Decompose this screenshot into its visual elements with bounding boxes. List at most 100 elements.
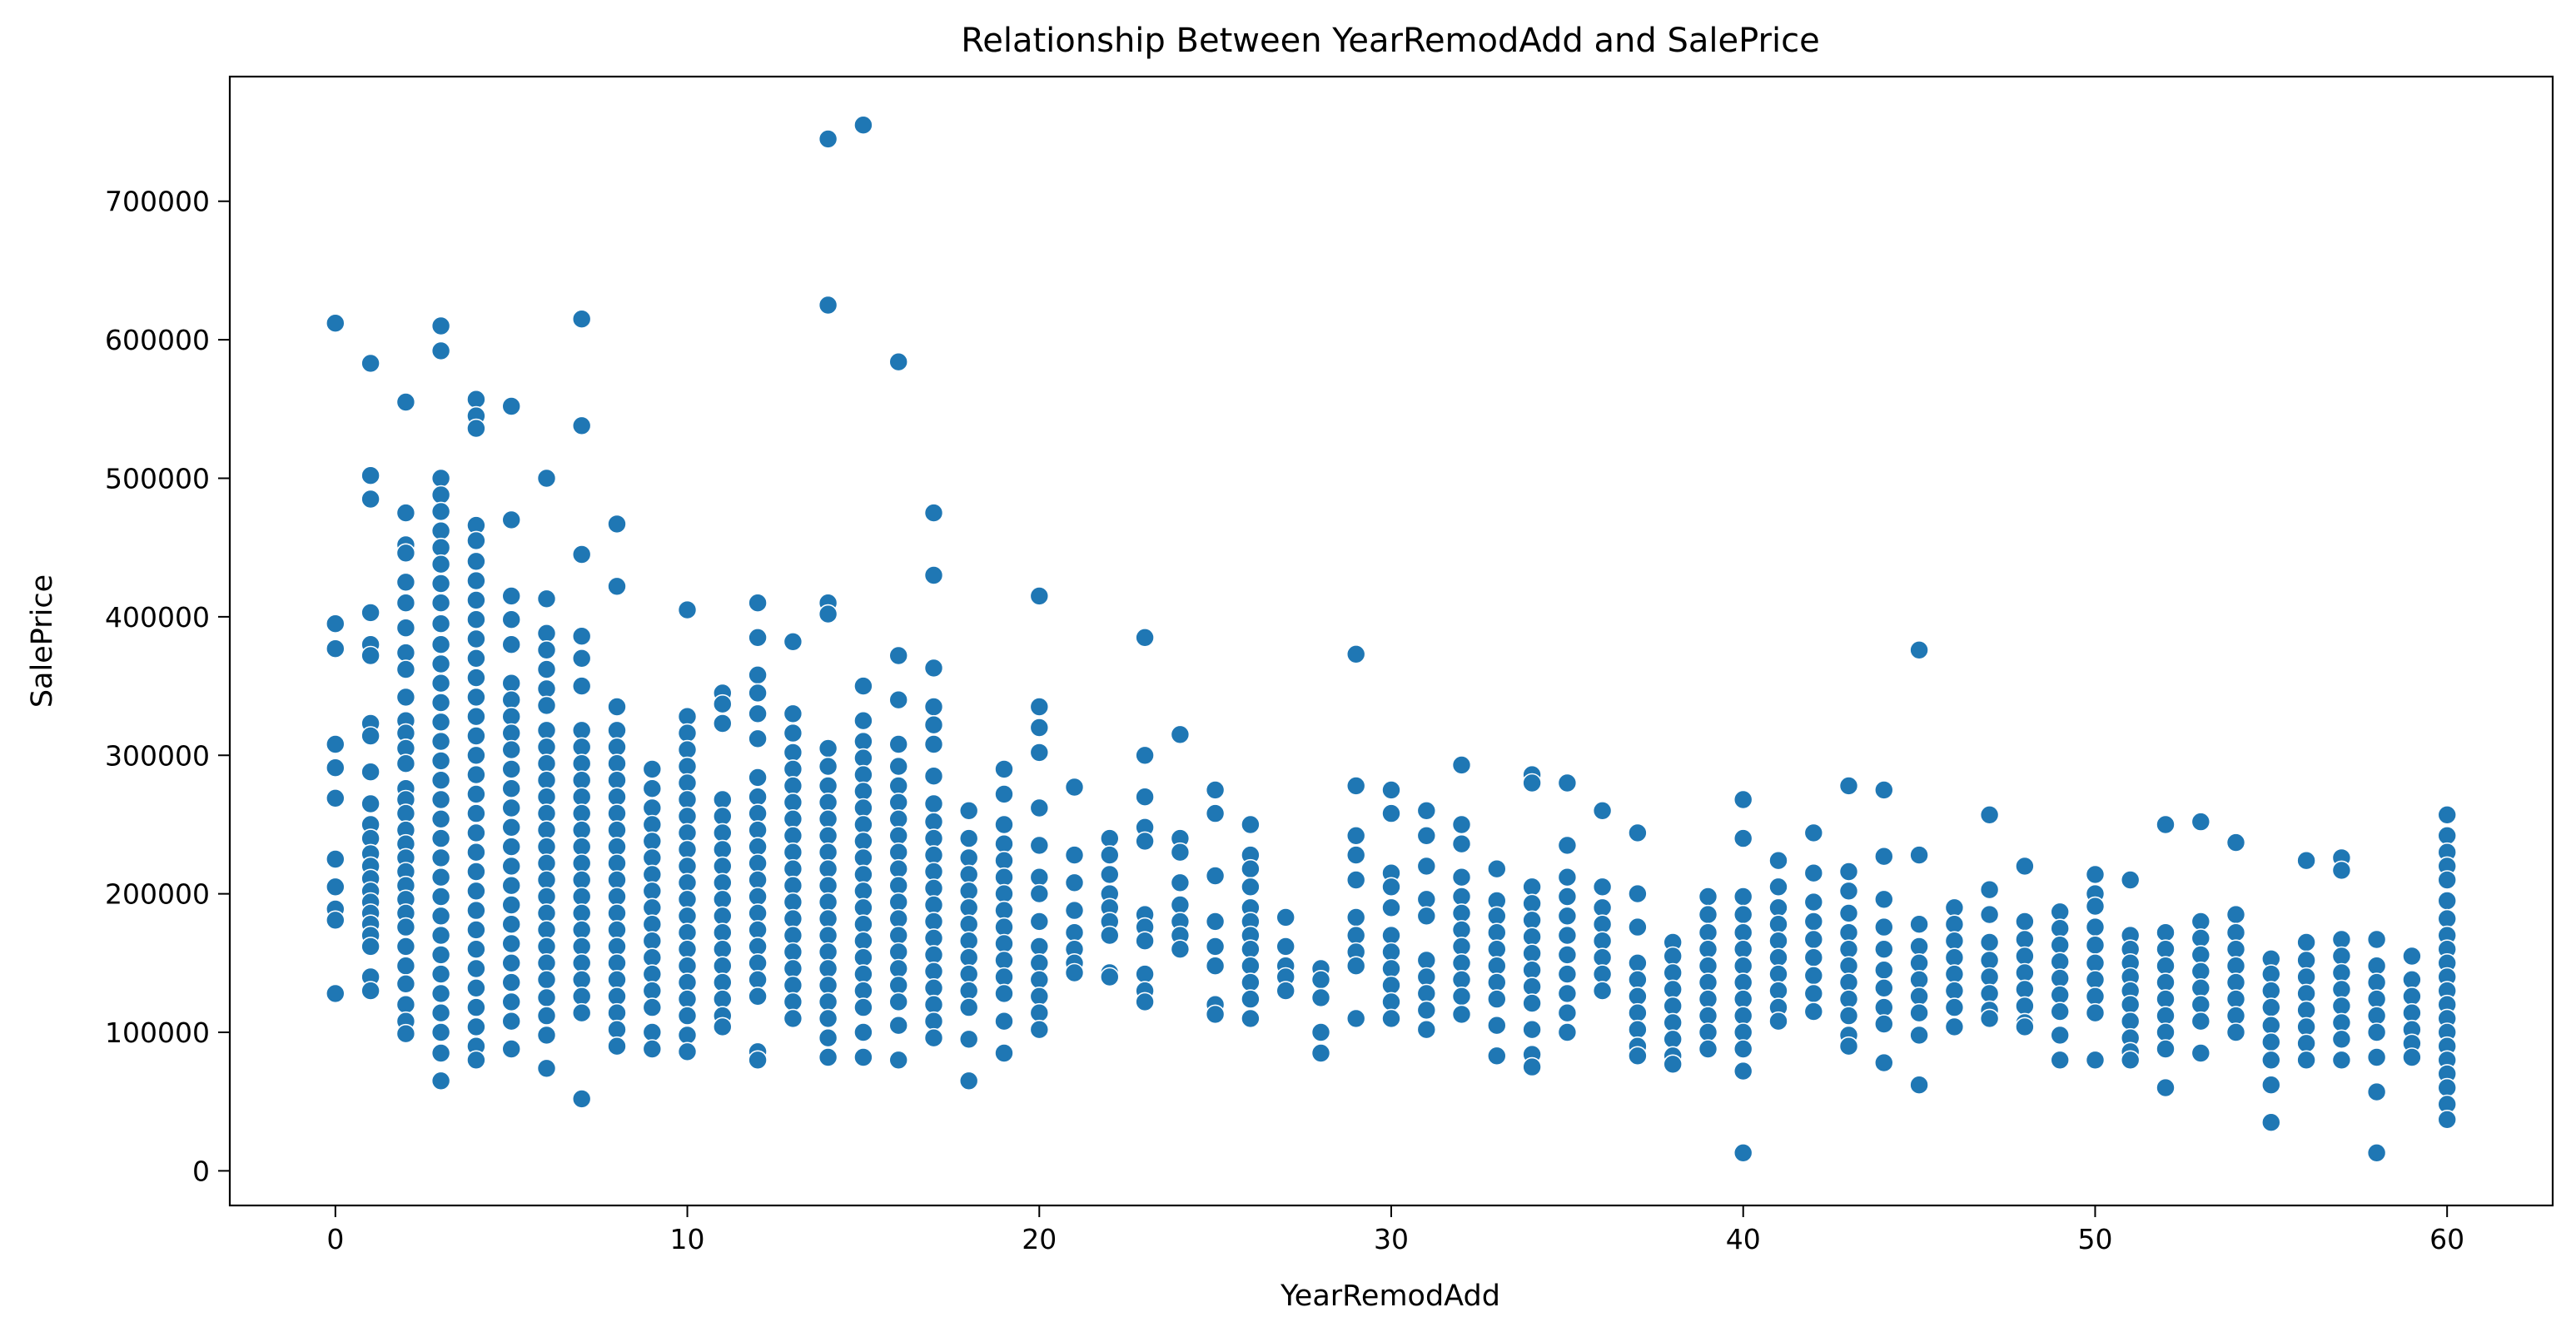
scatter-point-162 (536, 695, 557, 716)
scatter-point-119 (466, 842, 486, 862)
scatter-point-242 (642, 947, 663, 967)
y-tick-label: 600000 (105, 324, 210, 356)
scatter-point-774 (2191, 912, 2211, 932)
scatter-point-608 (1592, 914, 1613, 934)
scatter-point-460 (1029, 1002, 1050, 1023)
scatter-point-386 (888, 875, 908, 896)
scatter-point-606 (1592, 877, 1613, 897)
scatter-point-489 (1135, 992, 1155, 1012)
scatter-point-697 (1909, 639, 1929, 660)
scatter-point-367 (853, 914, 873, 934)
scatter-point-703 (1909, 987, 1929, 1006)
scatter-point-146 (501, 856, 522, 877)
scatter-point-737 (2050, 968, 2070, 988)
scatter-point-174 (536, 903, 557, 923)
scatter-point-826 (2366, 1081, 2387, 1102)
scatter-point-157 (536, 589, 557, 609)
scatter-point-231 (642, 759, 663, 779)
scatter-point-628 (1663, 1012, 1683, 1033)
scatter-point-595 (1557, 835, 1578, 856)
scatter-point-219 (607, 853, 627, 873)
scatter-point-321 (783, 875, 803, 896)
scatter-point-318 (783, 825, 803, 846)
scatter-point-763 (2156, 814, 2176, 835)
scatter-point-641 (1698, 1039, 1718, 1059)
scatter-point-662 (1768, 964, 1788, 984)
scatter-point-193 (571, 787, 592, 808)
scatter-point-801 (2296, 932, 2316, 952)
scatter-point-420 (958, 847, 979, 868)
scatter-point-446 (994, 1043, 1014, 1063)
scatter-point-122 (466, 900, 486, 921)
scatter-point-209 (607, 576, 627, 597)
scatter-point-13 (361, 489, 380, 509)
scatter-point-173 (536, 887, 557, 907)
scatter-point-588 (1522, 960, 1542, 980)
scatter-point-500 (1205, 866, 1226, 886)
scatter-point-413 (923, 962, 944, 982)
scatter-point-151 (501, 953, 522, 973)
scatter-point-77 (430, 654, 451, 674)
scatter-point-667 (1803, 862, 1824, 883)
scatter-point-458 (1029, 970, 1050, 990)
scatter-point-537 (1345, 1008, 1366, 1029)
scatter-point-249 (677, 706, 698, 727)
scatter-point-633 (1698, 904, 1718, 925)
scatter-point-671 (1803, 947, 1824, 967)
scatter-point-236 (642, 847, 663, 868)
scatter-point-632 (1698, 887, 1718, 907)
scatter-point-325 (783, 942, 803, 962)
scatter-point-377 (888, 689, 908, 710)
scatter-point-314 (783, 759, 803, 779)
scatter-point-655 (1733, 1143, 1753, 1163)
scatter-point-247 (642, 1039, 663, 1059)
scatter-point-822 (2366, 989, 2387, 1009)
scatter-point-12 (361, 465, 380, 486)
scatter-point-591 (1522, 1019, 1542, 1040)
scatter-point-758 (2120, 994, 2141, 1015)
scatter-point-233 (642, 798, 663, 818)
scatter-point-179 (536, 987, 557, 1008)
x-tick-label: 50 (2077, 1223, 2112, 1255)
scatter-point-344 (818, 908, 838, 929)
scatter-point-546 (1381, 975, 1401, 996)
scatter-point-430 (958, 1029, 979, 1050)
scatter-point-554 (1416, 950, 1437, 971)
scatter-point-104 (466, 551, 486, 572)
scatter-point-814 (2331, 979, 2352, 1000)
scatter-point-312 (783, 723, 803, 743)
scatter-point-245 (642, 997, 663, 1017)
scatter-point-302 (748, 903, 768, 923)
scatter-point-305 (748, 953, 768, 973)
scatter-point-90 (430, 906, 451, 927)
scatter-point-557 (1416, 1000, 1437, 1021)
scatter-point-393 (888, 992, 908, 1012)
scatter-point-244 (642, 981, 663, 1001)
scatter-point-612 (1592, 981, 1613, 1001)
scatter-point-96 (430, 1022, 451, 1042)
scatter-point-726 (2015, 929, 2035, 950)
scatter-point-610 (1592, 947, 1613, 967)
scatter-point-339 (818, 825, 838, 846)
scatter-point-307 (748, 987, 768, 1006)
scatter-point-186 (571, 626, 592, 647)
scatter-point-230 (607, 1036, 627, 1056)
scatter-point-589 (1522, 977, 1542, 997)
scatter-point-86 (430, 828, 451, 848)
scatter-point-203 (571, 953, 592, 973)
scatter-point-642 (1733, 789, 1753, 810)
scatter-point-750 (2085, 1002, 2106, 1023)
scatter-point-525 (1310, 987, 1331, 1008)
scatter-point-315 (783, 776, 803, 796)
scatter-point-816 (2331, 1012, 2352, 1033)
scatter-point-149 (501, 914, 522, 934)
scatter-point-37 (395, 543, 416, 564)
scatter-point-5 (325, 788, 346, 808)
scatter-point-735 (2050, 935, 2070, 955)
scatter-point-649 (1733, 972, 1753, 992)
scatter-point-357 (853, 748, 873, 768)
scatter-point-609 (1592, 931, 1613, 951)
scatter-point-163 (536, 720, 557, 741)
scatter-point-3 (325, 734, 346, 754)
scatter-point-803 (2296, 967, 2316, 987)
